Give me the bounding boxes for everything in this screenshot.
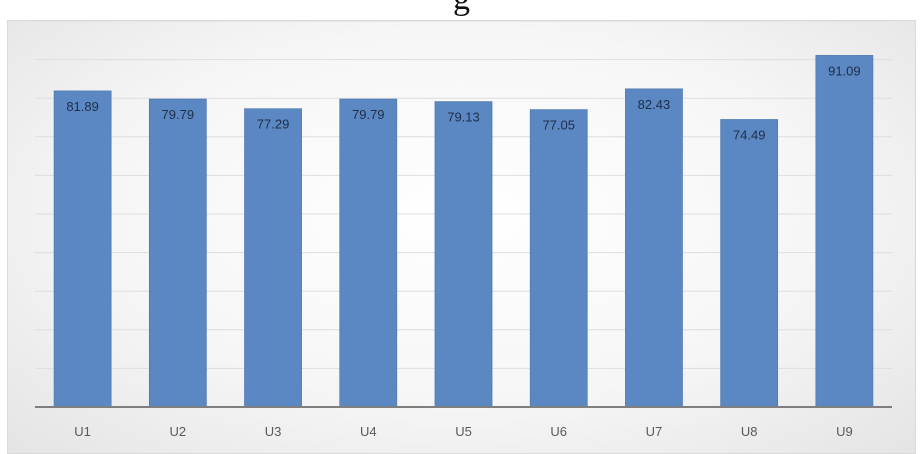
- x-tick-u4: U4: [360, 424, 377, 439]
- data-label-u2: 79.79: [162, 107, 195, 122]
- data-label-u4: 79.79: [352, 107, 385, 122]
- data-label-u9: 91.09: [828, 63, 861, 78]
- data-label-u6: 77.05: [542, 118, 575, 133]
- bars: 81.89 79.79 77.29 79.79 79.13 77.05 82.43 74.49…: [54, 55, 873, 407]
- data-label-u5: 79.13: [447, 110, 480, 125]
- data-label-u1: 81.89: [66, 99, 99, 114]
- x-tick-u9: U9: [836, 424, 853, 439]
- data-label-u8: 74.49: [733, 127, 766, 142]
- x-tick-u5: U5: [455, 424, 472, 439]
- page-title-fragment: g: [0, 0, 923, 18]
- x-tick-u6: U6: [550, 424, 567, 439]
- bar-u3: [244, 109, 301, 407]
- data-label-u7: 82.43: [638, 97, 671, 112]
- bar-u8: [721, 119, 778, 407]
- data-label-u3: 77.29: [257, 117, 290, 132]
- bar-u5: [435, 102, 492, 407]
- x-tick-u2: U2: [170, 424, 187, 439]
- bar-u6: [530, 110, 587, 407]
- chart-frame: 81.89 79.79 77.29 79.79 79.13 77.05 82.43 74.49…: [7, 20, 916, 454]
- x-tick-u1: U1: [74, 424, 91, 439]
- bar-u7: [625, 89, 682, 407]
- bar-u1: [54, 91, 111, 407]
- x-tick-labels: U1 U2 U3 U4 U5 U6 U7 U8 U9: [74, 424, 852, 439]
- bar-u9: [816, 55, 873, 407]
- bar-chart: 81.89 79.79 77.29 79.79 79.13 77.05 82.43 74.49…: [8, 21, 916, 454]
- bar-u2: [149, 99, 206, 407]
- x-tick-u3: U3: [265, 424, 282, 439]
- bar-u4: [340, 99, 397, 407]
- x-tick-u8: U8: [741, 424, 758, 439]
- x-tick-u7: U7: [646, 424, 663, 439]
